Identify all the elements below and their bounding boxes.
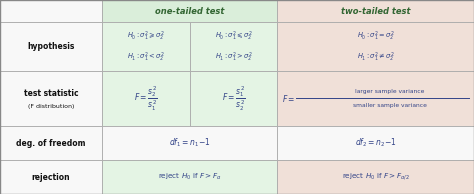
Text: two-tailed test: two-tailed test (341, 7, 410, 16)
Text: smaller sample variance: smaller sample variance (353, 103, 427, 108)
Bar (277, 160, 474, 194)
Bar (102, 126, 277, 160)
Text: $F=\dfrac{s_1^2}{s_2^2}$: $F=\dfrac{s_1^2}{s_2^2}$ (221, 84, 246, 113)
Text: $H_1:\sigma_1^2>\sigma_2^2$: $H_1:\sigma_1^2>\sigma_2^2$ (215, 51, 252, 64)
Bar (0, 0, 102, 22)
Text: rejection: rejection (32, 172, 70, 182)
Bar (102, 22, 190, 71)
Text: reject $H_0$ if $F>F_{\alpha}$: reject $H_0$ if $F>F_{\alpha}$ (158, 172, 221, 182)
Text: $H_0:\sigma_1^2=\sigma_2^2$: $H_0:\sigma_1^2=\sigma_2^2$ (357, 29, 394, 42)
Text: $df_2=n_2\mathrm{-}1$: $df_2=n_2\mathrm{-}1$ (355, 137, 396, 149)
Bar (277, 22, 474, 71)
Text: $F=\dfrac{s_2^2}{s_1^2}$: $F=\dfrac{s_2^2}{s_1^2}$ (134, 84, 158, 113)
Bar (102, 0, 277, 22)
Bar (102, 71, 190, 126)
Text: deg. of freedom: deg. of freedom (16, 139, 86, 148)
Bar (0, 22, 102, 71)
Text: $F=$: $F=$ (282, 93, 295, 104)
Text: $df_1=n_1\mathrm{-}1$: $df_1=n_1\mathrm{-}1$ (169, 137, 210, 149)
Bar (0, 160, 102, 194)
Bar (277, 126, 474, 160)
Bar (277, 71, 474, 126)
Text: $H_0:\sigma_1^2\leqslant\sigma_2^2$: $H_0:\sigma_1^2\leqslant\sigma_2^2$ (215, 29, 252, 42)
Text: $H_1:\sigma_1^2<\sigma_2^2$: $H_1:\sigma_1^2<\sigma_2^2$ (127, 51, 164, 64)
Text: larger sample variance: larger sample variance (355, 89, 425, 94)
Text: one-tailed test: one-tailed test (155, 7, 224, 16)
Text: (F distribution): (F distribution) (28, 104, 74, 109)
Bar (277, 0, 474, 22)
Bar (190, 22, 277, 71)
Bar (0, 71, 102, 126)
Bar (102, 160, 277, 194)
Text: $H_1:\sigma_1^2\neq\sigma_2^2$: $H_1:\sigma_1^2\neq\sigma_2^2$ (357, 51, 394, 64)
Text: test statistic: test statistic (24, 89, 78, 98)
Bar (0, 126, 102, 160)
Bar (190, 71, 277, 126)
Text: hypothesis: hypothesis (27, 42, 74, 51)
Text: $H_0:\sigma_1^2\geqslant\sigma_2^2$: $H_0:\sigma_1^2\geqslant\sigma_2^2$ (127, 29, 164, 42)
Text: reject $H_0$ if $F>F_{\alpha/2}$: reject $H_0$ if $F>F_{\alpha/2}$ (342, 172, 410, 182)
